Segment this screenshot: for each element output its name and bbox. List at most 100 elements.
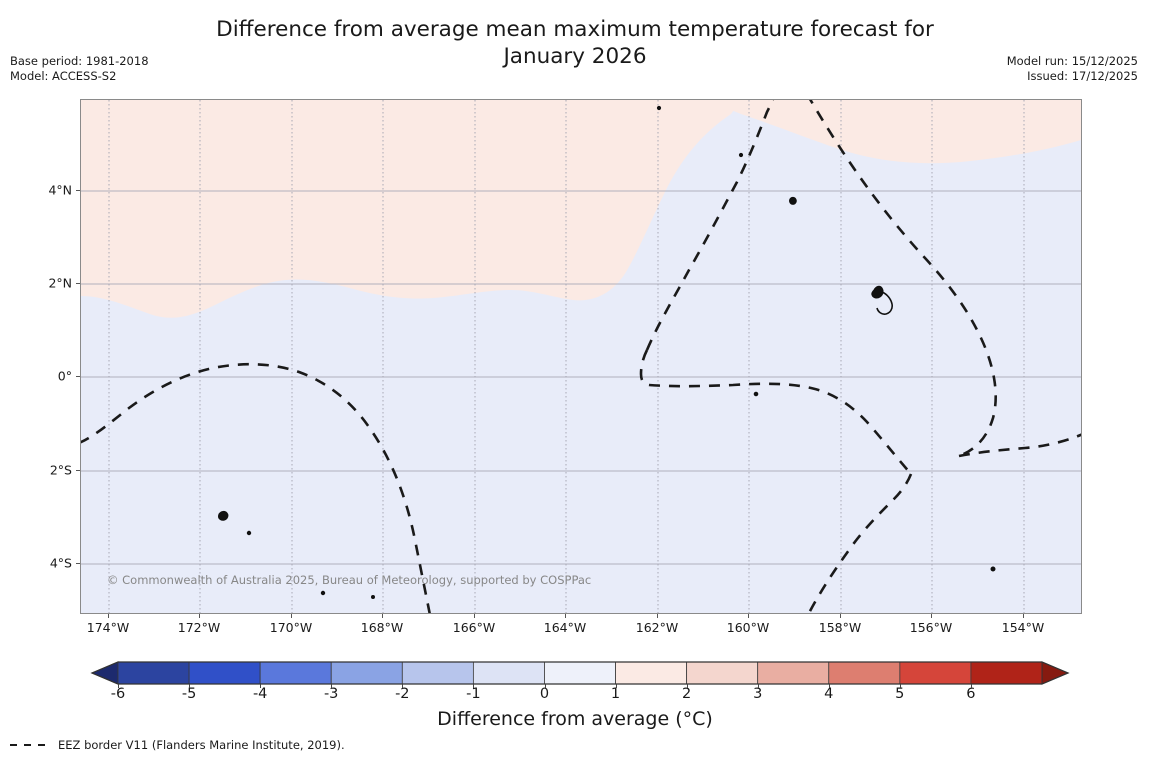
x-tickmark <box>199 614 200 618</box>
island-atoll-large-tail <box>876 291 893 315</box>
colorbar-tick-label: -1 <box>466 686 481 702</box>
x-tick-label: 156°W <box>909 620 953 635</box>
metadata-left: Base period: 1981-2018 Model: ACCESS-S2 <box>10 54 149 83</box>
colorbar-tickmark <box>544 684 546 688</box>
colorbar-tickmark <box>402 684 404 688</box>
colorbar-under-arrow <box>90 661 119 685</box>
colorbar-tick-label: 0 <box>539 686 550 702</box>
island-speck-upper <box>738 152 744 158</box>
colorbar-tick-label: 6 <box>966 686 976 702</box>
island-dot-ne <box>789 196 797 205</box>
colorbar-tick-label: 1 <box>610 686 621 702</box>
x-tick-label: 172°W <box>177 620 221 635</box>
colorbar-band <box>544 661 616 685</box>
colorbar-outline <box>90 661 1070 685</box>
base-period-text: Base period: 1981-2018 <box>10 54 149 68</box>
colorbar-tick-label: 4 <box>824 686 834 702</box>
x-tickmark <box>565 614 566 618</box>
colorbar-tickmark <box>189 684 191 688</box>
field-band-0-to-1-west <box>81 100 741 318</box>
colorbar-over-arrow <box>1041 661 1070 685</box>
copyright-watermark: © Commonwealth of Australia 2025, Bureau… <box>107 573 592 587</box>
colorbar-tick-label: -5 <box>181 686 197 702</box>
island-speck-sw <box>246 530 252 536</box>
eez-border-lines <box>81 100 1081 613</box>
x-tickmark <box>108 614 109 618</box>
colorbar-band <box>401 661 474 685</box>
dashed-line-icon <box>10 744 52 746</box>
colorbar-band <box>472 661 545 685</box>
colorbar[interactable] <box>90 661 1070 685</box>
x-tick-label: 162°W <box>635 620 679 635</box>
colorbar-tick-label: -4 <box>252 686 268 702</box>
eez-border-central-mid <box>639 349 912 475</box>
colorbar-band <box>757 661 830 685</box>
colorbar-band <box>117 661 190 685</box>
x-tick-label: 166°W <box>452 620 496 635</box>
island-speck-se <box>990 566 996 572</box>
map-gridlines-lon <box>108 100 1025 613</box>
eez-border-west <box>81 362 431 613</box>
eez-border-south-central <box>807 473 913 613</box>
y-tickmark <box>76 376 80 377</box>
x-tickmark <box>291 614 292 618</box>
x-tick-label: 168°W <box>360 620 404 635</box>
colorbar-tickmark <box>118 684 119 688</box>
x-tick-label: 170°W <box>269 620 313 635</box>
colorbar-tickmark <box>970 684 972 688</box>
colorbar-axis-label: Difference from average (°C) <box>437 708 713 730</box>
island-speck-s2 <box>371 595 375 599</box>
eez-border-central-north <box>645 100 775 351</box>
colorbar-tick-label: -6 <box>110 686 126 702</box>
colorbar-tick-label: 2 <box>681 686 692 702</box>
colorbar-band <box>828 661 901 685</box>
colorbar-tickmark <box>260 684 262 688</box>
x-tickmark <box>1023 614 1024 618</box>
map-plot-area[interactable]: © Commonwealth of Australia 2025, Bureau… <box>80 99 1082 614</box>
colorbar-tickmark <box>686 684 688 688</box>
x-tick-label: 154°W <box>1001 620 1045 635</box>
x-tickmark <box>382 614 383 618</box>
eez-border-east-tail <box>958 433 1081 458</box>
colorbar-band <box>330 661 403 685</box>
colorbar-tickmark <box>331 684 333 688</box>
colorbar-tickmark <box>828 684 830 688</box>
colorbar-tickmark <box>899 684 901 688</box>
eez-border-legend: EEZ border V11 (Flanders Marine Institut… <box>10 738 345 752</box>
island-speck-top <box>656 105 662 111</box>
eez-legend-label: EEZ border V11 (Flanders Marine Institut… <box>58 738 345 752</box>
colorbar-tickmark <box>615 684 617 688</box>
colorbar-band <box>259 661 332 685</box>
map-gridlines-lat <box>81 190 1081 565</box>
colorbar-band <box>899 661 972 685</box>
colorbar-band <box>188 661 261 685</box>
x-tick-label: 158°W <box>818 620 862 635</box>
model-text: Model: ACCESS-S2 <box>10 68 117 83</box>
x-tickmark <box>840 614 841 618</box>
colorbar-band <box>686 661 759 685</box>
colorbar-canvas <box>90 661 1070 685</box>
colorbar-tickmark <box>473 684 475 688</box>
colorbar-tick-label: 5 <box>895 686 905 702</box>
metadata-right: Model run: 15/12/2025 Issued: 17/12/2025 <box>1007 54 1138 83</box>
y-tickmark <box>76 283 80 284</box>
colorbar-tick-label: -3 <box>323 686 339 702</box>
x-tickmark <box>474 614 475 618</box>
model-run-text: Model run: 15/12/2025 <box>1006 54 1138 68</box>
y-tick-label: 0° <box>57 368 72 384</box>
y-tick-label: 2°N <box>48 275 72 291</box>
island-speck-mid <box>753 391 759 397</box>
field-band-0-to-1 <box>81 100 1081 164</box>
colorbar-band <box>615 661 688 685</box>
eez-border-east <box>809 100 997 458</box>
island-small-sw <box>217 510 229 521</box>
colorbar-tickmark <box>757 684 759 688</box>
y-tick-label: 4°N <box>48 182 72 198</box>
y-tickmark <box>76 470 80 471</box>
map-canvas <box>81 100 1081 613</box>
x-tickmark <box>657 614 658 618</box>
page-title: Difference from average mean maximum tem… <box>216 17 934 69</box>
x-tick-label: 164°W <box>543 620 587 635</box>
colorbar-band <box>970 661 1043 685</box>
y-tickmark <box>76 563 80 564</box>
